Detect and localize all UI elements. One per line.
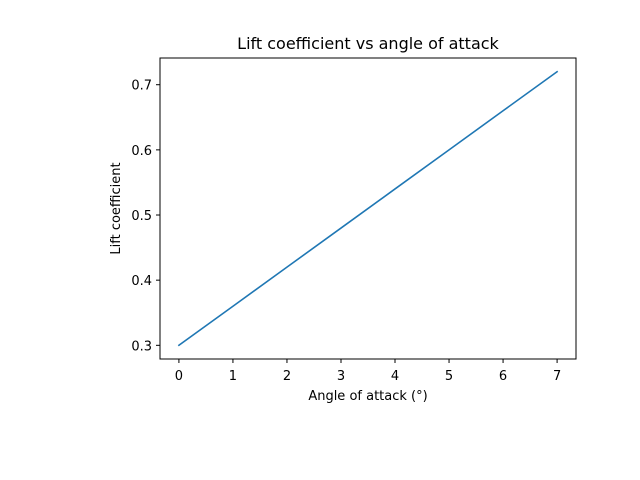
- x-axis-title: Angle of attack (°): [308, 389, 427, 404]
- y-axis-ticks: 0.3 0.4 0.5 0.6 0.7: [131, 79, 160, 354]
- x-tick-label: 7: [553, 369, 561, 384]
- x-tick-label: 5: [445, 369, 453, 384]
- y-tick-label: 0.6: [131, 144, 152, 159]
- y-tick-label: 0.4: [131, 274, 152, 289]
- x-tick-label: 1: [229, 369, 237, 384]
- y-tick-label: 0.5: [131, 209, 152, 224]
- y-axis-title: Lift coefficient: [109, 162, 124, 254]
- x-axis-ticks: 0 1 2 3 4 5 6 7: [175, 359, 561, 384]
- series-line: [177, 70, 559, 347]
- x-tick-label: 0: [175, 369, 183, 384]
- x-tick-label: 3: [337, 369, 345, 384]
- y-tick-label: 0.3: [131, 339, 152, 354]
- series-layer: [177, 70, 559, 347]
- x-tick-label: 4: [391, 369, 399, 384]
- chart-title: Lift coefficient vs angle of attack: [237, 34, 499, 53]
- plot-frame: [159, 57, 577, 360]
- x-tick-label: 6: [499, 369, 507, 384]
- y-tick-label: 0.7: [131, 79, 152, 94]
- x-tick-label: 2: [283, 369, 291, 384]
